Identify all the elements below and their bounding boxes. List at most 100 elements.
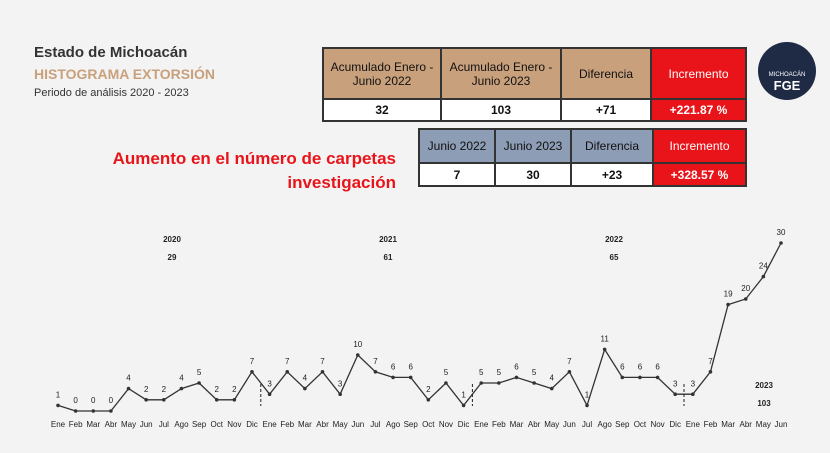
data-label: 7	[250, 357, 255, 366]
point	[197, 381, 201, 385]
header-cell: Junio 2022	[419, 129, 495, 163]
point	[585, 403, 589, 408]
point	[426, 398, 431, 402]
x-tick-label: Feb	[280, 420, 294, 429]
point	[602, 347, 607, 352]
data-label: 7	[567, 357, 572, 366]
point	[109, 409, 113, 413]
point	[285, 370, 290, 374]
x-tick-label: Jul	[582, 420, 592, 429]
point	[56, 403, 60, 408]
x-tick-label: Ene	[262, 420, 277, 429]
x-tick-label: Jul	[370, 420, 380, 429]
data-label: 2	[162, 385, 167, 394]
data-label: 6	[391, 363, 396, 372]
body-cell: 103	[441, 99, 561, 121]
x-tick-label: Feb	[492, 420, 506, 429]
x-tick-label: Oct	[634, 420, 647, 429]
data-label: 19	[724, 290, 733, 299]
data-label: 3	[267, 379, 272, 388]
data-label: 7	[285, 357, 290, 366]
x-tick-label: Ago	[598, 420, 613, 429]
year-total: 65	[610, 253, 619, 262]
header-cell: Incremento	[651, 48, 746, 99]
x-tick-label: Abr	[105, 420, 118, 429]
x-tick-label: Sep	[615, 420, 630, 429]
point	[320, 370, 325, 374]
data-label: 24	[759, 262, 768, 271]
point	[232, 398, 237, 402]
year-total: 103	[757, 399, 771, 408]
x-tick-label: May	[756, 420, 771, 429]
point	[250, 370, 254, 374]
data-label: 4	[550, 374, 555, 383]
x-tick-label: May	[333, 420, 348, 429]
data-label: 5	[479, 368, 484, 377]
x-tick-label: Mar	[510, 420, 524, 429]
point	[638, 375, 642, 380]
x-tick-label: Mar	[86, 420, 100, 429]
x-tick-label: Dic	[669, 420, 681, 429]
data-label: 0	[73, 396, 78, 405]
data-label: 4	[126, 374, 131, 383]
period: Periodo de análisis 2020 - 2023	[34, 87, 189, 99]
point	[179, 386, 184, 391]
point	[514, 375, 519, 380]
x-tick-label: Jul	[159, 420, 169, 429]
x-tick-label: May	[544, 420, 559, 429]
x-tick-label: Dic	[246, 420, 258, 429]
data-label: 1	[585, 391, 590, 400]
year-label: 2021	[379, 235, 397, 244]
x-tick-label: Jun	[775, 420, 788, 429]
data-label: 6	[655, 363, 660, 372]
body-cell: 30	[495, 163, 571, 186]
body-cell: +71	[561, 99, 651, 121]
x-tick-label: Jun	[351, 420, 364, 429]
point	[549, 386, 554, 391]
point	[338, 392, 342, 397]
data-label: 6	[620, 363, 625, 372]
data-label: 3	[673, 379, 678, 388]
header-cell: Diferencia	[571, 129, 653, 163]
point	[444, 381, 448, 385]
data-label: 5	[532, 368, 537, 377]
x-tick-label: Ene	[474, 420, 489, 429]
x-tick-label: Ago	[386, 420, 401, 429]
data-label: 2	[232, 385, 237, 394]
point	[743, 297, 748, 301]
point	[126, 386, 131, 391]
year-label: 2023	[755, 381, 773, 390]
header-cell: Diferencia	[561, 48, 651, 99]
header-cell: Acumulado Enero - Junio 2023	[441, 48, 561, 99]
data-label: 7	[373, 357, 378, 366]
data-label: 7	[320, 357, 325, 366]
data-label: 20	[741, 284, 750, 293]
data-label: 3	[338, 379, 343, 388]
point	[479, 381, 484, 385]
point	[355, 353, 360, 357]
header-cell: Junio 2023	[495, 129, 571, 163]
data-label: 2	[214, 385, 219, 394]
point	[144, 398, 148, 402]
body-cell: +221.87 %	[651, 99, 746, 121]
data-label: 6	[638, 363, 643, 372]
data-label: 2	[426, 385, 431, 394]
point	[620, 375, 625, 380]
x-tick-label: Abr	[316, 420, 329, 429]
x-tick-label: Mar	[721, 420, 735, 429]
headline-line: Aumento en el número de carpetas	[112, 149, 396, 168]
header-cell: Acumulado Enero - Junio 2022	[323, 48, 441, 99]
x-tick-label: Nov	[650, 420, 664, 429]
data-label: 5	[444, 368, 449, 377]
data-label: 4	[179, 374, 184, 383]
data-label: 0	[91, 396, 96, 405]
year-total: 29	[168, 253, 177, 262]
point	[779, 241, 783, 245]
x-tick-label: Abr	[740, 420, 753, 429]
x-tick-label: Mar	[298, 420, 312, 429]
x-tick-label: Nov	[439, 420, 453, 429]
x-tick-label: Jun	[140, 420, 153, 429]
point	[655, 375, 660, 380]
body-cell: 32	[323, 99, 441, 121]
x-tick-label: Feb	[704, 420, 718, 429]
